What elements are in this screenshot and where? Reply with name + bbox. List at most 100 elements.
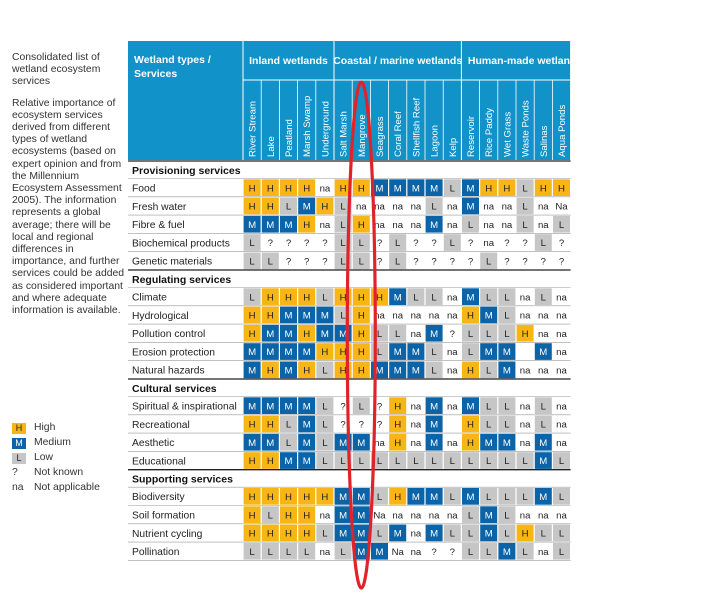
cell-biochemical-products-reservoir bbox=[462, 234, 479, 251]
row-label-biochemical-products: Biochemical products bbox=[132, 238, 230, 249]
cell-educational-marsh-swamp bbox=[298, 452, 316, 469]
cell-value: na bbox=[411, 510, 422, 521]
cell-aesthetic-salinas bbox=[534, 433, 552, 451]
cell-value: H bbox=[540, 183, 547, 194]
cell-value: na bbox=[556, 311, 567, 322]
cell-value: L bbox=[468, 510, 474, 521]
cell-value: M bbox=[394, 183, 402, 194]
column-header-reservoir: Reservoir bbox=[466, 115, 477, 157]
cell-recreational-wet-grass bbox=[498, 415, 516, 433]
cell-spiritual-inspirational-shellfish-reef bbox=[407, 397, 425, 414]
cell-food-salinas bbox=[534, 179, 552, 196]
cell-food-salt-marsh bbox=[334, 179, 352, 196]
cell-fibre-fuel-reservoir bbox=[462, 215, 479, 233]
cell-value: M bbox=[266, 347, 274, 358]
cell-value: na bbox=[556, 438, 567, 449]
cell-value: L bbox=[322, 366, 328, 377]
cell-fresh-water-marsh-swamp bbox=[298, 197, 316, 215]
cell-hydrological-river-stream bbox=[243, 306, 261, 324]
cell-educational-salt-marsh bbox=[334, 452, 352, 469]
cell-erosion-protection-rice-paddy bbox=[480, 343, 498, 360]
cell-educational-shellfish-reef bbox=[407, 452, 425, 469]
cell-fresh-water-shellfish-reef bbox=[407, 197, 425, 215]
cell-spiritual-inspirational-salinas bbox=[534, 397, 552, 414]
cell-aesthetic-river-stream bbox=[243, 433, 261, 451]
column-header-waste-ponds: Waste Ponds bbox=[521, 100, 532, 157]
cell-natural-hazards-shellfish-reef bbox=[407, 361, 425, 379]
cell-value: ? bbox=[322, 257, 327, 268]
row-label-genetic-materials: Genetic materials bbox=[132, 257, 212, 268]
cell-value: L bbox=[468, 456, 474, 467]
cell-genetic-materials-waste-ponds bbox=[516, 252, 534, 270]
cell-natural-hazards-rice-paddy bbox=[480, 361, 498, 379]
cell-value: M bbox=[266, 329, 274, 340]
cell-value: L bbox=[486, 366, 492, 377]
cell-aesthetic-shellfish-reef bbox=[407, 433, 425, 451]
cell-value: M bbox=[303, 311, 311, 322]
cell-value: na bbox=[483, 202, 494, 213]
cell-value: H bbox=[303, 329, 310, 340]
cell-value: M bbox=[376, 547, 384, 558]
section-title-regulating-services: Regulating services bbox=[132, 274, 231, 286]
cell-pollination-mangrove bbox=[352, 542, 370, 560]
cell-educational-rice-paddy bbox=[480, 452, 498, 469]
cell-value: H bbox=[558, 183, 565, 194]
cell-value: M bbox=[485, 311, 493, 322]
cell-pollution-control-mangrove bbox=[352, 324, 370, 342]
cell-pollution-control-waste-ponds bbox=[516, 324, 534, 342]
cell-nutrient-cycling-lake bbox=[261, 524, 279, 542]
cell-biochemical-products-marsh-swamp bbox=[298, 234, 316, 251]
cell-value: H bbox=[358, 183, 365, 194]
cell-value: L bbox=[486, 492, 492, 503]
cell-value: na bbox=[520, 292, 531, 303]
cell-biochemical-products-river-stream bbox=[243, 234, 261, 251]
cell-value: M bbox=[248, 220, 256, 231]
cell-value: H bbox=[249, 529, 256, 540]
cell-spiritual-inspirational-mangrove bbox=[352, 397, 370, 414]
cell-natural-hazards-peatland bbox=[280, 361, 297, 379]
cell-natural-hazards-salinas bbox=[534, 361, 552, 379]
cell-pollination-underground bbox=[316, 542, 334, 560]
cell-recreational-rice-paddy bbox=[480, 415, 498, 433]
column-header-aqua-ponds: Aqua Ponds bbox=[557, 105, 568, 157]
cell-value: L bbox=[286, 420, 292, 431]
cell-biochemical-products-aqua-ponds bbox=[553, 234, 570, 251]
cell-value: ? bbox=[322, 238, 327, 249]
cell-value: M bbox=[285, 220, 293, 231]
cell-value: na bbox=[538, 220, 549, 231]
cell-value: M bbox=[430, 401, 438, 412]
cell-value: ? bbox=[468, 238, 473, 249]
cell-recreational-peatland bbox=[280, 415, 297, 433]
cell-biochemical-products-rice-paddy bbox=[480, 234, 498, 251]
cell-nutrient-cycling-underground bbox=[316, 524, 334, 542]
legend-swatch-high: H bbox=[12, 423, 26, 434]
cell-value: ? bbox=[413, 257, 418, 268]
cell-recreational-aqua-ponds bbox=[553, 415, 570, 433]
cell-value: na bbox=[411, 220, 422, 231]
cell-educational-seagrass bbox=[371, 452, 388, 469]
cell-erosion-protection-lake bbox=[261, 343, 279, 360]
cell-natural-hazards-reservoir bbox=[462, 361, 479, 379]
cell-biochemical-products-lagoon bbox=[425, 234, 443, 251]
cell-value: ? bbox=[559, 257, 564, 268]
cell-value: H bbox=[249, 456, 256, 467]
cell-biodiversity-mangrove bbox=[352, 488, 370, 505]
cell-food-lake bbox=[261, 179, 279, 196]
cell-value: M bbox=[394, 347, 402, 358]
cell-value: M bbox=[376, 366, 384, 377]
cell-value: ? bbox=[377, 257, 382, 268]
cell-value: na bbox=[520, 510, 531, 521]
cell-spiritual-inspirational-lagoon bbox=[425, 397, 443, 414]
cell-value: H bbox=[285, 292, 292, 303]
cell-pollution-control-shellfish-reef bbox=[407, 324, 425, 342]
cell-value: H bbox=[321, 492, 328, 503]
cell-food-rice-paddy bbox=[480, 179, 498, 196]
cell-food-aqua-ponds bbox=[553, 179, 570, 196]
cell-value: L bbox=[322, 292, 328, 303]
cell-biodiversity-peatland bbox=[280, 488, 297, 505]
cell-pollination-lake bbox=[261, 542, 279, 560]
cell-value: na bbox=[320, 547, 331, 558]
cell-value: H bbox=[394, 492, 401, 503]
cell-fibre-fuel-kelp bbox=[443, 215, 461, 233]
cell-aesthetic-reservoir bbox=[462, 433, 479, 451]
